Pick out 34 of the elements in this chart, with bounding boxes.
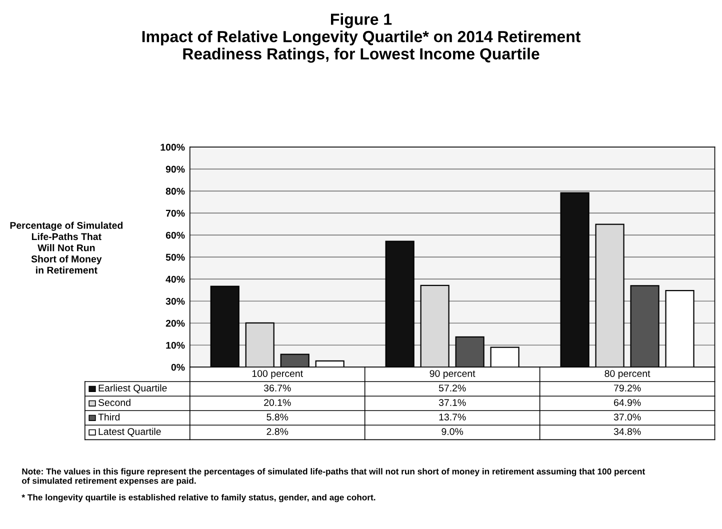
y-tick-label: 60% (166, 232, 185, 239)
text: 2.8% (266, 428, 288, 436)
y-tick-label: 100% (160, 144, 185, 151)
text: 9.0% (442, 428, 464, 436)
text: 64.9% (614, 399, 641, 406)
x-tick-label: 80 percent (604, 370, 650, 379)
y-tick-label: 40% (166, 276, 185, 283)
text: 5.8% (266, 414, 288, 420)
text: 79.2% (614, 384, 641, 392)
text: * The longevity quartile is established relative to family status, gender, and age cohort. (22, 494, 376, 502)
text: 34.8% (614, 428, 641, 436)
text: 13.7% (439, 414, 466, 420)
y-tick-label: 20% (166, 320, 185, 327)
text: 37.1% (438, 399, 466, 406)
y-tick-label: 10% (166, 342, 185, 349)
y-tick-label: 70% (166, 210, 185, 217)
y-tick-label: 50% (166, 254, 185, 261)
x-tick-label: 100 percent (252, 370, 303, 379)
text: 36.7% (264, 384, 291, 392)
legend-label: Earliest Quartile (98, 384, 167, 394)
y-tick-label: 90% (166, 166, 185, 173)
legend-label: Latest Quartile (98, 428, 161, 437)
text: 37.0% (614, 414, 641, 420)
chart-title: Figure 1 Impact of Relative Longevity Quartile* on 2014 Retirement Readiness Ratings, for Lowest Income Quartile (142, 13, 580, 63)
y-axis-title: Percentage of Simulated Life-Paths That Will Not Run Short of Money in Retirement (10, 222, 123, 274)
legend-label: Third (98, 413, 120, 420)
y-tick-label: 80% (166, 188, 185, 195)
legend-label: Second (98, 398, 130, 406)
y-tick-label: 30% (166, 298, 185, 305)
text: 57.2% (438, 384, 466, 392)
text: 20.1% (264, 399, 291, 406)
x-tick-label: 90 percent (430, 370, 476, 379)
text: Note: The values in this figure represent the percentages of simulated life-paths that will not run short of money in retirement assuming that 100 percent of simulated retirement expenses are paid. (22, 468, 646, 486)
y-tick-label: 0% (171, 364, 185, 371)
